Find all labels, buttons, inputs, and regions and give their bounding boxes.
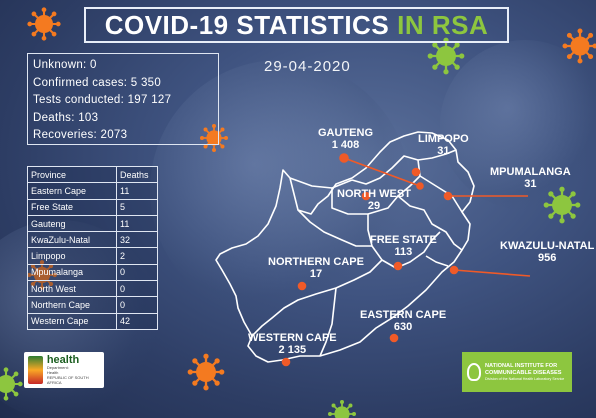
table-row: North West 0 xyxy=(27,280,158,298)
title-main: COVID-19 STATISTICS xyxy=(104,9,390,40)
title-highlight: IN RSA xyxy=(397,9,489,40)
virus-icon xyxy=(0,366,24,402)
province-label-north-west: NORTH WEST 29 xyxy=(337,188,411,212)
province-label-gauteng: GAUTENG 1 408 xyxy=(318,127,373,151)
report-date: 29-04-2020 xyxy=(264,58,351,75)
north-west-marker xyxy=(361,191,371,201)
table-row: Northern Cape 0 xyxy=(27,296,158,314)
province-border xyxy=(351,155,421,197)
province-border xyxy=(297,209,372,247)
province-border xyxy=(419,175,463,213)
coat-of-arms-icon xyxy=(28,356,43,384)
virus-icon xyxy=(561,27,596,65)
virus-icon xyxy=(542,185,582,225)
leader-line xyxy=(453,269,531,277)
kwazulu-natal-marker xyxy=(449,265,459,275)
province-border xyxy=(417,149,457,161)
province-label-limpopo: LIMPOPO 31 xyxy=(418,133,469,157)
western-cape-marker xyxy=(281,357,291,367)
table-row: Gauteng 11 xyxy=(27,214,158,233)
province-border xyxy=(319,287,337,357)
page-title: COVID-19 STATISTICS IN RSA xyxy=(84,7,509,43)
background-virus-shape xyxy=(440,40,596,210)
province-label-northern-cape: NORTHERN CAPE 17 xyxy=(268,256,364,280)
nicd-logo: NATIONAL INSTITUTE FOR COMMUNICABLE DISE… xyxy=(462,352,572,392)
virus-icon xyxy=(186,352,226,392)
table-row: Free State 5 xyxy=(27,198,158,216)
province-border xyxy=(425,255,449,267)
province-label-kwazulu-natal: KWAZULU-NATAL 956 xyxy=(500,240,595,264)
eastern-cape-marker xyxy=(389,333,399,343)
column-header-province: Province xyxy=(27,165,117,184)
province-label-western-cape: WESTERN CAPE 2 135 xyxy=(248,332,337,356)
free-state-marker xyxy=(393,261,403,271)
virus-icon xyxy=(426,36,466,76)
table-row: KwaZulu-Natal 32 xyxy=(27,231,158,249)
stat-unknown: Unknown: 0 xyxy=(33,59,97,71)
virus-icon xyxy=(26,6,62,42)
gauteng-marker xyxy=(339,153,349,163)
table-row: Limpopo 2 xyxy=(27,247,158,265)
gauteng-marker-target xyxy=(416,182,424,190)
stat-tests-conducted: Tests conducted: 197 127 xyxy=(33,94,172,107)
province-border xyxy=(251,259,383,337)
mpumalanga-marker xyxy=(443,191,453,201)
table-header-row: Province Deaths xyxy=(27,165,158,184)
stat-recoveries: Recoveries: 2073 xyxy=(33,129,128,142)
table-row: Western Cape 42 xyxy=(27,312,158,330)
province-border xyxy=(289,177,353,189)
nicd-mark-icon xyxy=(467,363,481,381)
northern-cape-marker xyxy=(297,281,307,291)
column-header-deaths: Deaths xyxy=(116,165,158,184)
health-department-logo: health Department: Health REPUBLIC OF SO… xyxy=(24,352,104,388)
summary-stats: Unknown: 0 Confirmed cases: 5 350 Tests … xyxy=(27,53,219,145)
leader-line xyxy=(343,157,421,187)
province-label-mpumalanga: MPUMALANGA 31 xyxy=(490,166,571,190)
province-label-eastern-cape: EASTERN CAPE 630 xyxy=(360,309,447,333)
province-border xyxy=(397,195,463,251)
table-row: Mpumalanga 0 xyxy=(27,263,158,282)
province-border xyxy=(331,188,399,215)
country-outline xyxy=(215,131,475,363)
limpopo-marker xyxy=(411,167,421,177)
deaths-by-province-table: Province Deaths Eastern Cape 11 Free Stat… xyxy=(27,165,158,330)
table-row: Eastern Cape 11 xyxy=(27,182,158,200)
stat-deaths: Deaths: 103 xyxy=(33,111,99,124)
province-label-free-state: FREE STATE 113 xyxy=(370,234,437,258)
stat-confirmed-cases: Confirmed cases: 5 350 xyxy=(33,76,162,89)
virus-icon xyxy=(327,399,357,418)
